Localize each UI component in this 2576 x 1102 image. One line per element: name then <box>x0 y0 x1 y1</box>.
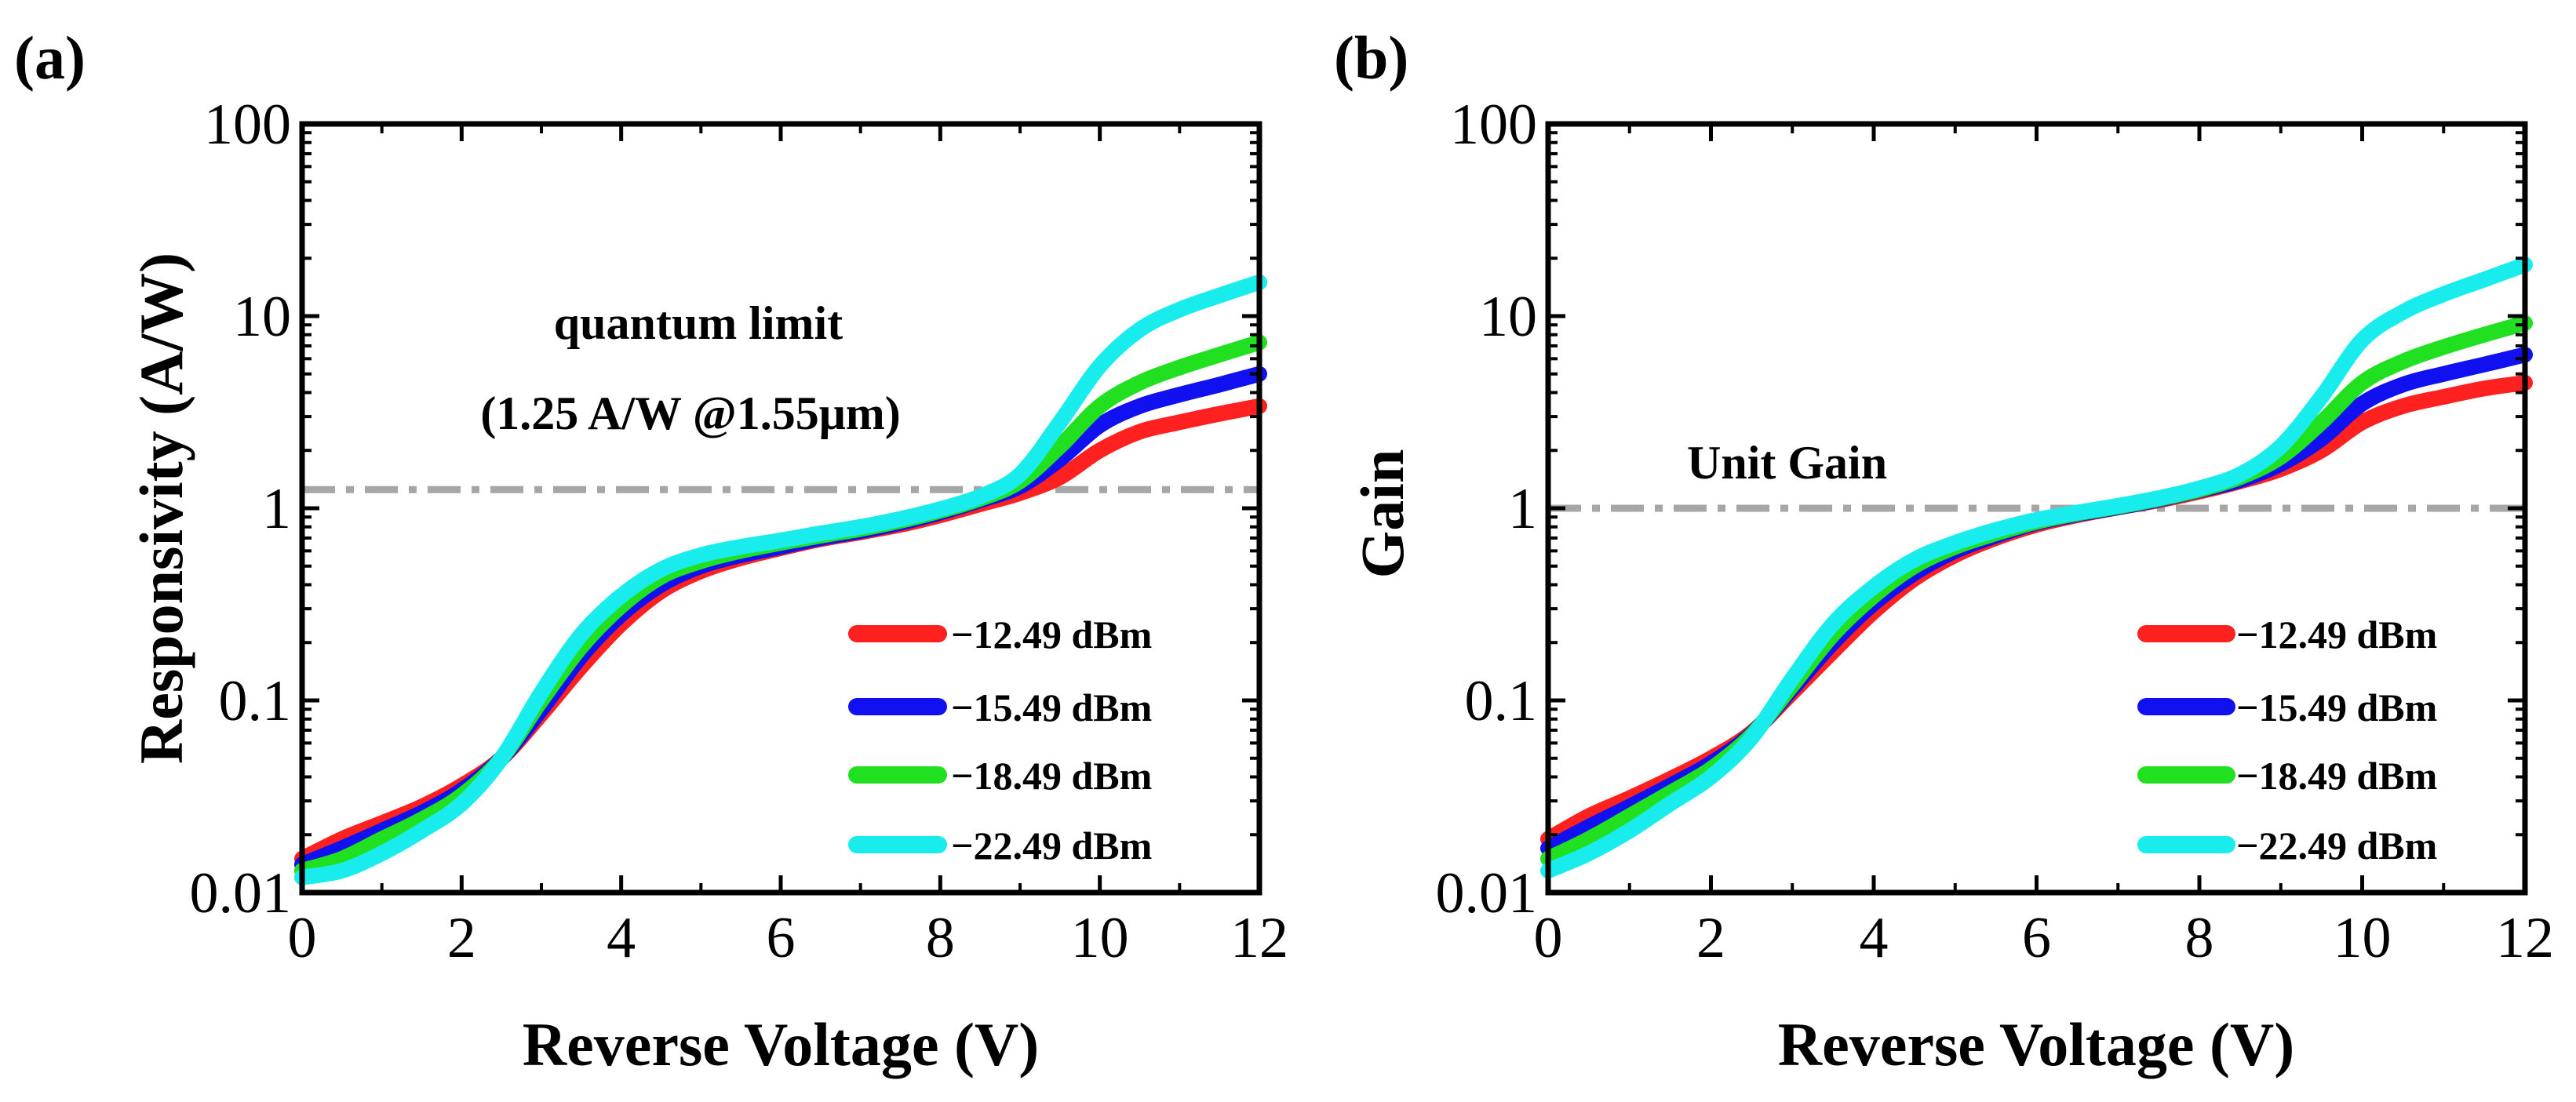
legend: −12.49 dBm −15.49 dBm −18.49 dBm −22.49 … <box>2137 613 2437 867</box>
x-axis-label: Reverse Voltage (V) <box>1778 1010 2294 1078</box>
legend-label-1: −12.49 dBm <box>951 613 1152 656</box>
y-tick-label: 10 <box>1479 285 1537 349</box>
series-line <box>294 274 1267 886</box>
series-layer <box>1540 256 2533 879</box>
legend-label-3: −18.49 dBm <box>951 754 1152 798</box>
x-tick-label: 6 <box>767 906 796 970</box>
y-tick-label: 1 <box>1508 477 1537 541</box>
x-axis-label: Reverse Voltage (V) <box>523 1010 1039 1078</box>
y-tick-label: 0.01 <box>1436 861 1538 926</box>
legend-label-4: −22.49 dBm <box>2236 824 2437 867</box>
y-tick-label: 10 <box>233 285 291 349</box>
panel-b: (b) 0 2 4 6 8 10 12 0.01 0.1 1 10 100 Gain Reverse … <box>1334 24 2554 1078</box>
legend-label-2: −15.49 dBm <box>2236 686 2437 729</box>
x-tick-label: 12 <box>1230 906 1288 970</box>
x-tick-label: 4 <box>607 906 636 970</box>
y-axis-label: Gain <box>1348 449 1416 579</box>
legend-label-4: −22.49 dBm <box>951 824 1152 867</box>
x-tick-label: 6 <box>2022 906 2051 970</box>
legend: −12.49 dBm −15.49 dBm −18.49 dBm −22.49 … <box>848 613 1152 867</box>
x-tick-label: 8 <box>2185 906 2214 970</box>
legend-label-2: −15.49 dBm <box>951 686 1152 729</box>
series-layer <box>294 274 1267 886</box>
series-line <box>1540 256 2533 879</box>
x-tick-label: 2 <box>447 906 476 970</box>
legend-label-1: −12.49 dBm <box>2236 613 2437 656</box>
x-tick-label: 2 <box>1696 906 1725 970</box>
y-axis-label: Responsivity (A/W) <box>127 253 195 764</box>
x-tick-label: 12 <box>2496 906 2554 970</box>
x-tick-label: 10 <box>1071 906 1129 970</box>
y-tick-label: 0.1 <box>219 669 292 733</box>
panel-label: (b) <box>1334 24 1408 92</box>
x-tick-label: 4 <box>1860 906 1889 970</box>
ticks-layer: 0 2 4 6 8 10 12 0.01 0.1 1 10 100 <box>190 93 1289 970</box>
panel-label: (a) <box>14 24 86 92</box>
annotation-line-1: Unit Gain <box>1687 437 1887 489</box>
y-tick-label: 0.01 <box>190 861 292 926</box>
y-tick-label: 100 <box>1450 93 1537 157</box>
x-tick-label: 0 <box>1534 906 1563 970</box>
annotation-line-1: quantum limit <box>554 297 843 349</box>
x-tick-label: 8 <box>926 906 955 970</box>
legend-label-3: −18.49 dBm <box>2236 754 2437 798</box>
panel-a: (a) 0 2 4 6 8 10 12 0.01 0.1 1 10 100 Responsivity … <box>14 24 1288 1078</box>
y-tick-label: 1 <box>262 477 291 541</box>
annotation-line-2: (1.25 A/W @1.55μm) <box>480 387 900 439</box>
ticks-layer: 0 2 4 6 8 10 12 0.01 0.1 1 10 100 <box>1436 93 2555 970</box>
y-tick-label: 0.1 <box>1465 669 1538 733</box>
y-tick-label: 100 <box>204 93 291 157</box>
x-tick-label: 10 <box>2334 906 2392 970</box>
x-tick-label: 0 <box>288 906 317 970</box>
